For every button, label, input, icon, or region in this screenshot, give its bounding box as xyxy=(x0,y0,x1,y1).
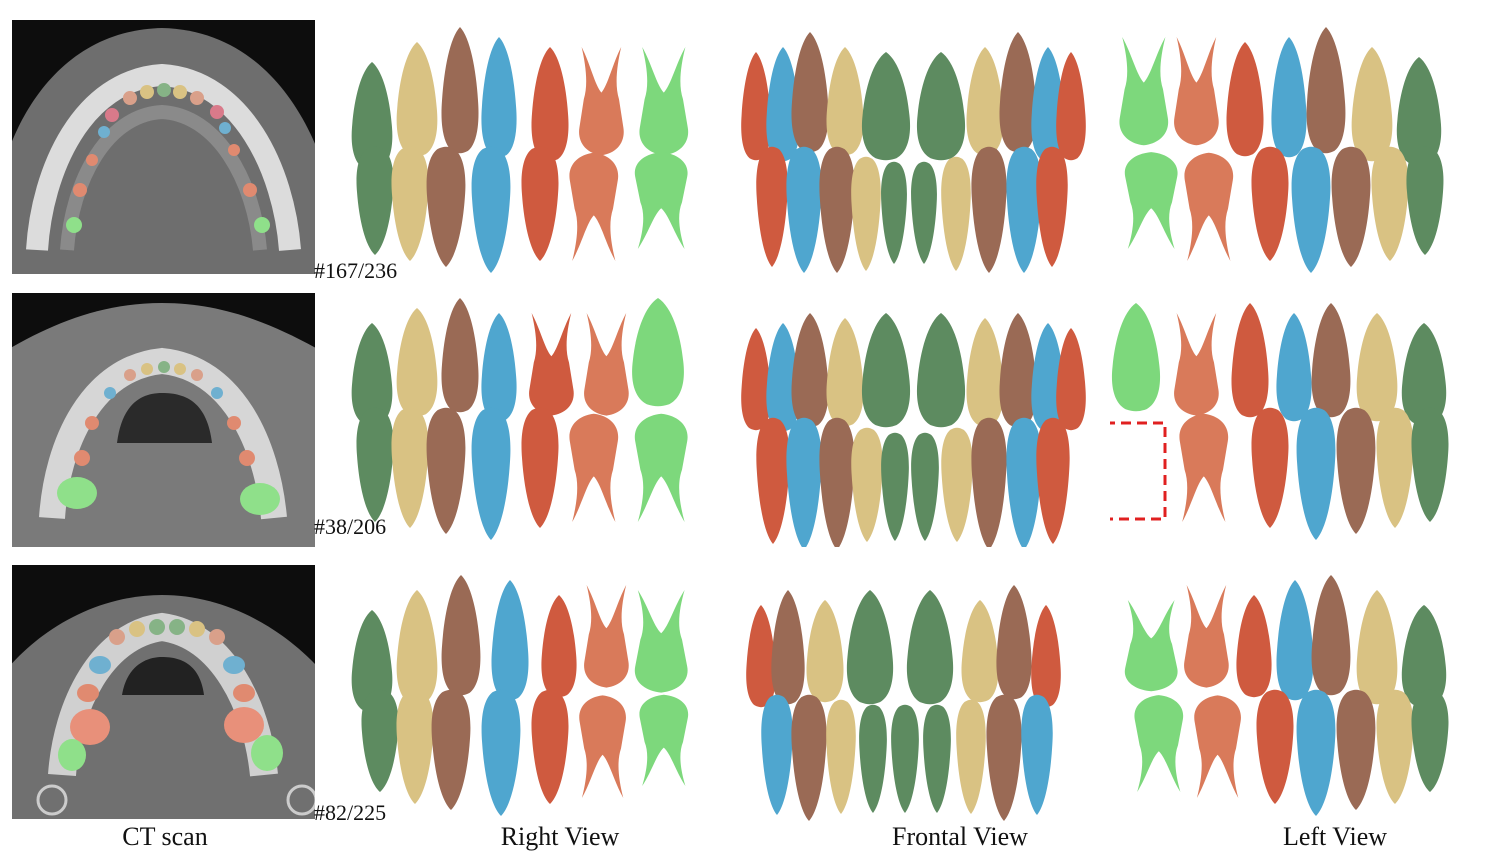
column-label-left-view: Left View xyxy=(1282,822,1388,851)
right-view-model-2 xyxy=(340,293,700,547)
frontal-view-model-1 xyxy=(730,22,1090,276)
column-label-right-view: Right View xyxy=(500,822,620,851)
missing-tooth-marker xyxy=(1110,421,1167,521)
left-view-model-3 xyxy=(1110,570,1470,824)
ct-scan-image-3 xyxy=(12,565,315,819)
left-view-model-1 xyxy=(1110,22,1470,276)
slice-label-1: #167/236 xyxy=(314,258,398,283)
column-label-ct-scan: CT scan xyxy=(122,822,208,851)
ct-scan-image-1 xyxy=(12,20,315,274)
ct-scan-image-2 xyxy=(12,293,315,547)
left-view-model-2 xyxy=(1110,293,1470,547)
column-label-frontal-view: Frontal View xyxy=(892,822,1028,851)
frontal-view-model-2 xyxy=(730,293,1090,547)
frontal-view-model-3 xyxy=(730,570,1090,824)
right-view-model-1 xyxy=(340,22,700,276)
right-view-model-3 xyxy=(340,570,700,824)
slice-label-3: #82/225 xyxy=(314,800,387,825)
